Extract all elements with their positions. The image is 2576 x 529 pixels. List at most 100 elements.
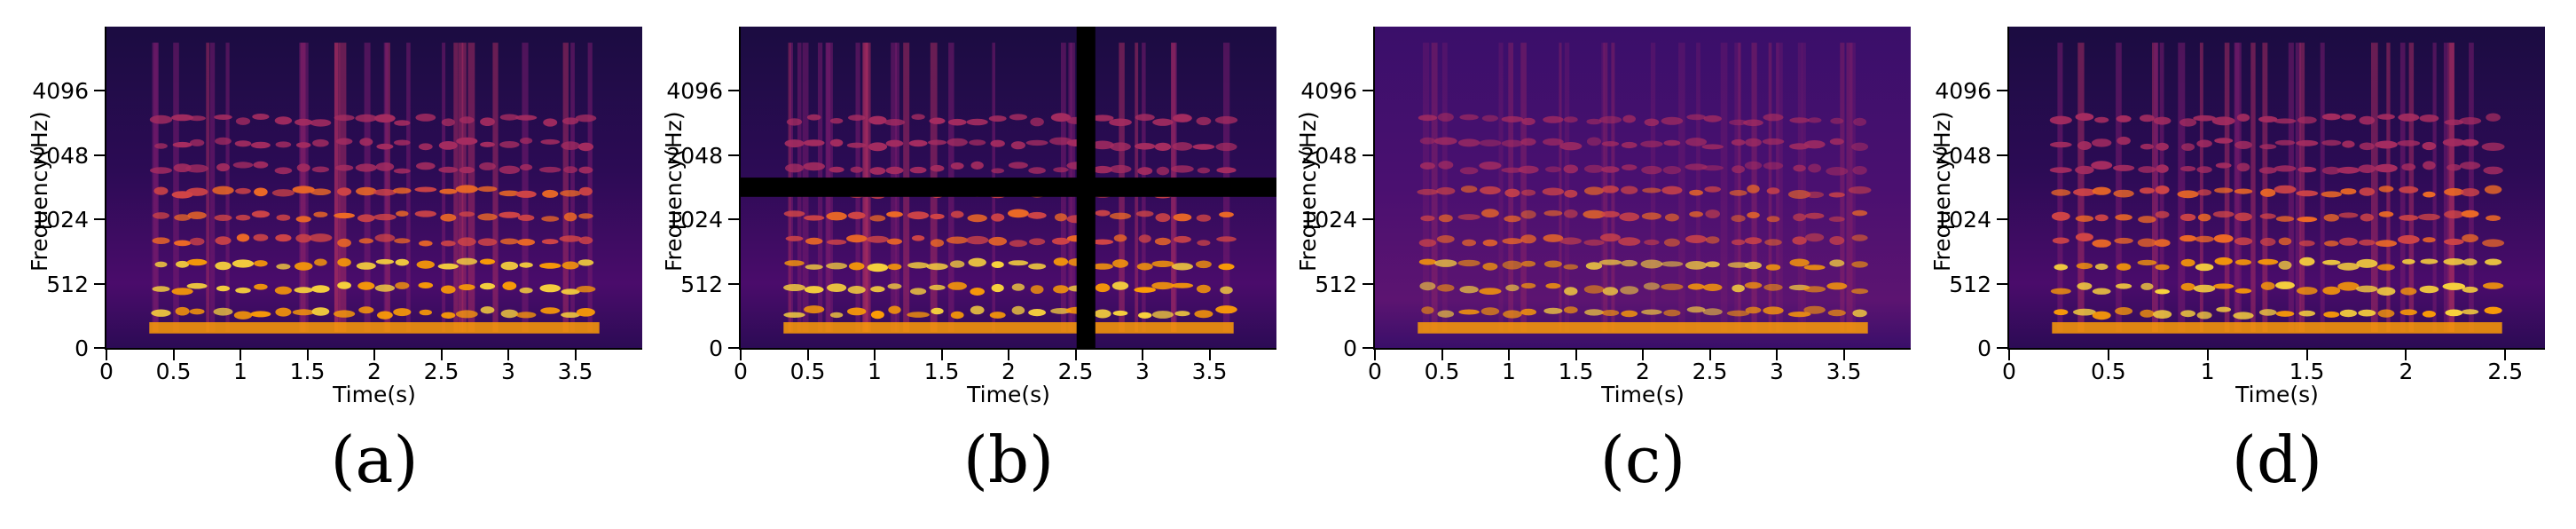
harmonic-blob (2049, 115, 2072, 125)
harmonic-blob (1438, 214, 1453, 223)
harmonic-blob (1564, 287, 1578, 296)
y-tick (1997, 154, 2007, 156)
harmonic-blob (991, 168, 1005, 174)
harmonic-blob (2115, 307, 2133, 315)
harmonic-blob (311, 285, 330, 293)
harmonic-blob (888, 305, 901, 314)
harmonic-blob (499, 211, 521, 218)
harmonic-blob (499, 238, 519, 245)
harmonic-blob (2137, 238, 2157, 248)
harmonic-blob (2195, 235, 2214, 243)
harmonic-blob (966, 235, 989, 245)
harmonic-blob (2481, 142, 2505, 151)
harmonic-blob (2179, 213, 2196, 222)
harmonic-blob (2323, 311, 2340, 318)
harmonic-blob (1747, 185, 1760, 193)
y-tick (728, 90, 739, 92)
harmonic-blob (1138, 312, 1152, 319)
harmonic-blob (907, 312, 930, 318)
subfigure-b: 0 512 1024 2048 4096 0 0.5 1 1.5 2 2.5 3 3.5 Frequenc… (634, 0, 1276, 529)
harmonic-blob (2116, 114, 2132, 122)
harmonic-blob (2214, 138, 2234, 144)
harmonic-blob (2297, 217, 2318, 223)
harmonic-blob (254, 283, 268, 290)
harmonic-blob (1111, 281, 1129, 290)
harmonic-blob (950, 162, 964, 170)
spectral-onset-stripe (492, 43, 499, 332)
harmonic-blob (1545, 282, 1561, 289)
harmonic-blob (438, 141, 458, 150)
harmonic-blob (2399, 215, 2419, 221)
harmonic-blob (2117, 136, 2131, 146)
harmonic-blob (1731, 239, 1746, 246)
harmonic-blob (456, 257, 478, 265)
spectral-onset-stripe (570, 43, 575, 332)
harmonic-blob (212, 186, 234, 195)
harmonic-blob (2052, 237, 2069, 244)
harmonic-blob (2375, 140, 2398, 149)
harmonic-blob (1644, 118, 1660, 127)
x-tick-label: 0 (1368, 359, 1382, 384)
harmonic-blob (929, 117, 946, 124)
harmonic-blob (396, 210, 409, 217)
spectral-onset-stripe (1775, 43, 1783, 332)
harmonic-blob (947, 118, 967, 126)
harmonic-blob (2397, 234, 2420, 244)
harmonic-blob (1830, 117, 1844, 124)
harmonic-blob (154, 261, 168, 268)
harmonic-blob (1196, 116, 1212, 126)
harmonic-blob (1586, 137, 1602, 146)
y-tick (94, 218, 105, 221)
harmonic-blob (1564, 189, 1578, 198)
harmonic-blob (2114, 237, 2133, 244)
harmonic-blob (393, 308, 412, 317)
harmonic-blob (928, 139, 946, 146)
harmonic-blob (1621, 141, 1637, 149)
harmonic-blob (477, 238, 498, 246)
harmonic-blob (2340, 188, 2357, 195)
harmonic-blob (1705, 261, 1720, 268)
harmonic-blob (1171, 165, 1194, 173)
harmonic-blob (1135, 114, 1155, 122)
x-tick (1374, 350, 1376, 360)
harmonic-blob (1702, 308, 1723, 316)
spectral-onset-stripe (334, 43, 341, 332)
harmonic-blob (539, 263, 562, 269)
harmonic-blob (929, 284, 946, 290)
harmonic-blob (418, 143, 433, 151)
harmonic-blob (1030, 285, 1044, 294)
harmonic-blob (1662, 166, 1682, 175)
x-tick (1575, 350, 1577, 360)
harmonic-blob (171, 288, 193, 296)
harmonic-blob (1459, 114, 1479, 121)
harmonic-blob (2461, 188, 2480, 197)
x-axis-line (105, 348, 642, 350)
harmonic-blob (869, 215, 886, 222)
harmonic-blob (2196, 311, 2212, 320)
harmonic-blob (2092, 138, 2112, 147)
harmonic-blob (1601, 141, 1620, 146)
harmonic-blob (271, 189, 295, 197)
spectral-onset-stripe (1678, 43, 1685, 332)
x-tick-label: 2.5 (423, 359, 459, 384)
spectrogram-image (106, 27, 642, 348)
harmonic-blob (1215, 305, 1237, 314)
harmonic-blob (1685, 234, 1708, 243)
time-mask-bar (1076, 27, 1096, 348)
harmonic-blob (1459, 167, 1479, 175)
harmonic-blob (2420, 258, 2439, 264)
harmonic-blob (1009, 114, 1027, 121)
x-tick-label: 0 (99, 359, 114, 384)
harmonic-blob (1689, 211, 1703, 217)
harmonic-blob (2155, 186, 2170, 194)
harmonic-blob (440, 240, 456, 247)
harmonic-blob (1664, 213, 1679, 222)
harmonic-blob (1701, 144, 1724, 150)
harmonic-blob (970, 161, 984, 170)
harmonic-blob (356, 262, 376, 270)
harmonic-blob (2378, 211, 2394, 217)
harmonic-blob (235, 287, 251, 294)
fundamental-band (783, 322, 1234, 334)
x-tick-label: 1.5 (923, 359, 960, 384)
harmonic-blob (2154, 239, 2171, 248)
